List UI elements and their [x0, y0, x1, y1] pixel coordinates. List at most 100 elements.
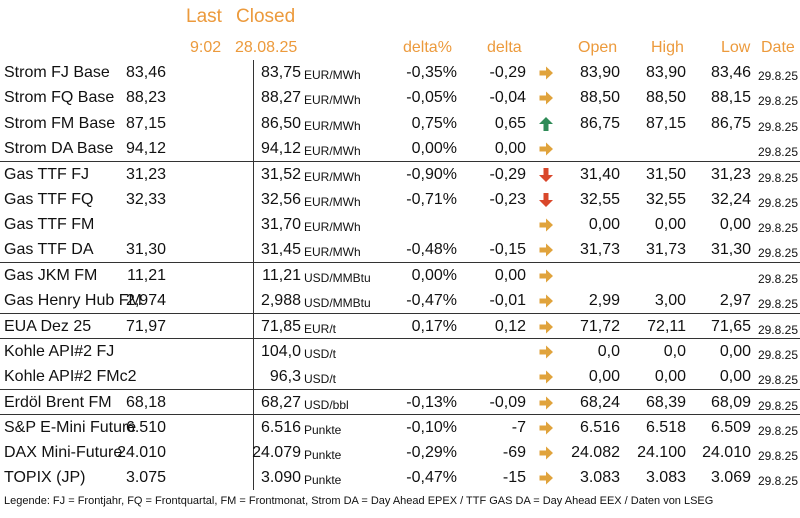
header-date: Date [761, 39, 795, 56]
cell-high: 24.100 [637, 443, 686, 461]
cell-delta: -69 [502, 443, 526, 461]
quote-row: TOPIX (JP) 3.075 3.090 Punkte -0,47% -15 3.083… [0, 465, 800, 490]
cell-date: 29.8.25 [757, 323, 798, 337]
quote-row: Erdöl Brent FM 68,18 68,27 USD/bbl -0,13% -0,… [0, 388, 800, 415]
cell-low: 31,30 [710, 241, 751, 259]
arrow-down-icon [539, 192, 553, 207]
cell-unit: EUR/MWh [304, 118, 361, 133]
header-closed: Closed [236, 6, 296, 27]
arrow-right-icon [539, 421, 553, 435]
cell-low: 32,24 [710, 190, 751, 208]
cell-pct: -0,48% [406, 241, 457, 259]
cell-open: 83,90 [579, 64, 620, 81]
cell-date: 29.8.25 [757, 398, 798, 413]
cell-open: 71,72 [579, 318, 620, 335]
cell-last: 11,21 [127, 267, 166, 285]
cell-name: Strom FM Base [4, 114, 116, 132]
cell-high: 6.518 [645, 419, 686, 437]
legend: Legende: FJ = Frontjahr, FQ = Frontquart… [4, 495, 714, 507]
cell-name: Strom DA Base [4, 139, 114, 157]
cell-delta: 0,00 [494, 139, 526, 157]
cell-date: 29.8.25 [757, 195, 798, 210]
cell-date: 29.8.25 [757, 296, 798, 311]
quote-row: EUA Dez 25 71,97 71,85 EUR/t 0,17% 0,12 71,72 7… [0, 313, 800, 339]
cell-date: 29.8.25 [757, 171, 798, 186]
cell-last: 88,23 [125, 89, 166, 107]
quote-row: Gas Henry Hub FM 2,974 2,988 USD/MMBtu -0,47… [0, 288, 800, 313]
cell-low: 31,23 [710, 166, 751, 184]
cell-name: S&P E-Mini Future [4, 419, 137, 437]
cell-pct: -0,29% [406, 443, 457, 461]
cell-high: 0,00 [654, 215, 686, 233]
column-divider [253, 60, 254, 490]
cell-low: 2,97 [719, 291, 751, 309]
cell-low: 83,46 [710, 64, 751, 81]
cell-date: 29.8.25 [757, 272, 798, 287]
cell-low: 68,09 [710, 393, 751, 411]
cell-high: 72,11 [647, 318, 686, 335]
cell-pct: 0,75% [411, 114, 457, 132]
arrow-right-icon [539, 66, 553, 80]
quote-row: Gas TTF FJ 31,23 31,52 EUR/MWh -0,90% -0,29 31… [0, 161, 800, 187]
cell-high: 31,50 [645, 166, 686, 184]
header-last-time: 9:02 [190, 39, 222, 56]
cell-closed: 11,21 [262, 267, 301, 285]
arrow-right-icon [539, 91, 553, 105]
quote-row: Strom DA Base 94,12 94,12 EUR/MWh 0,00% 0,00 2… [0, 136, 800, 161]
cell-unit: EUR/MWh [304, 245, 361, 260]
cell-pct: 0,17% [411, 318, 457, 335]
cell-high: 3,00 [654, 291, 686, 309]
cell-unit: EUR/MWh [304, 68, 361, 82]
cell-pct: 0,00% [411, 267, 457, 285]
cell-pct: -0,10% [406, 419, 457, 437]
cell-open: 68,24 [579, 393, 620, 411]
cell-unit: USD/t [304, 371, 337, 386]
arrow-right-icon [539, 142, 553, 156]
cell-open: 24.082 [571, 443, 620, 461]
cell-date: 29.8.25 [757, 246, 798, 261]
cell-date: 29.8.25 [757, 94, 798, 109]
cell-name: Kohle API#2 FMc2 [4, 367, 137, 385]
arrow-right-icon [539, 345, 553, 359]
arrow-right-icon [539, 269, 553, 283]
cell-delta: -7 [511, 419, 526, 437]
cell-closed: 31,70 [260, 215, 301, 233]
cell-pct: -0,47% [406, 468, 457, 486]
arrow-up-icon [539, 116, 553, 131]
cell-name: Erdöl Brent FM [4, 393, 112, 411]
cell-closed: 31,45 [260, 241, 301, 259]
cell-unit: USD/t [304, 347, 337, 362]
cell-last: 6.510 [125, 419, 166, 437]
cell-high: 88,50 [645, 89, 686, 107]
cell-delta: -0,01 [489, 291, 526, 309]
cell-name: Gas TTF FQ [4, 190, 94, 208]
cell-closed: 32,56 [260, 190, 301, 208]
cell-open: 0,00 [588, 215, 620, 233]
cell-unit: USD/MMBtu [304, 271, 371, 286]
cell-last: 94,12 [125, 139, 166, 157]
quote-row: Kohle API#2 FMc2 96,3 USD/t 0,00 0,00 0,00 29.… [0, 364, 800, 389]
cell-closed: 96,3 [269, 367, 301, 385]
arrow-right-icon [539, 446, 553, 459]
quote-row: Strom FQ Base 88,23 88,27 EUR/MWh -0,05% -0,0… [0, 85, 800, 110]
cell-delta: -0,23 [489, 190, 526, 208]
cell-pct: -0,47% [406, 291, 457, 309]
cell-unit: EUR/t [304, 322, 337, 336]
cell-last: 31,23 [125, 166, 166, 184]
cell-unit: EUR/MWh [304, 170, 361, 185]
cell-closed: 31,52 [260, 166, 301, 184]
cell-pct: -0,71% [406, 190, 457, 208]
cell-high: 0,00 [654, 367, 686, 385]
cell-closed: 3.090 [260, 468, 301, 486]
cell-low: 0,00 [719, 343, 751, 361]
cell-date: 29.8.25 [757, 424, 798, 439]
cell-unit: Punkte [304, 472, 342, 487]
cell-high: 87,15 [645, 114, 686, 132]
cell-closed: 2,988 [260, 291, 301, 309]
cell-pct: 0,00% [411, 139, 457, 157]
cell-closed: 68,27 [260, 393, 301, 411]
cell-open: 86,75 [579, 114, 620, 132]
cell-high: 31,73 [645, 241, 686, 259]
cell-name: Gas TTF FJ [4, 166, 90, 184]
